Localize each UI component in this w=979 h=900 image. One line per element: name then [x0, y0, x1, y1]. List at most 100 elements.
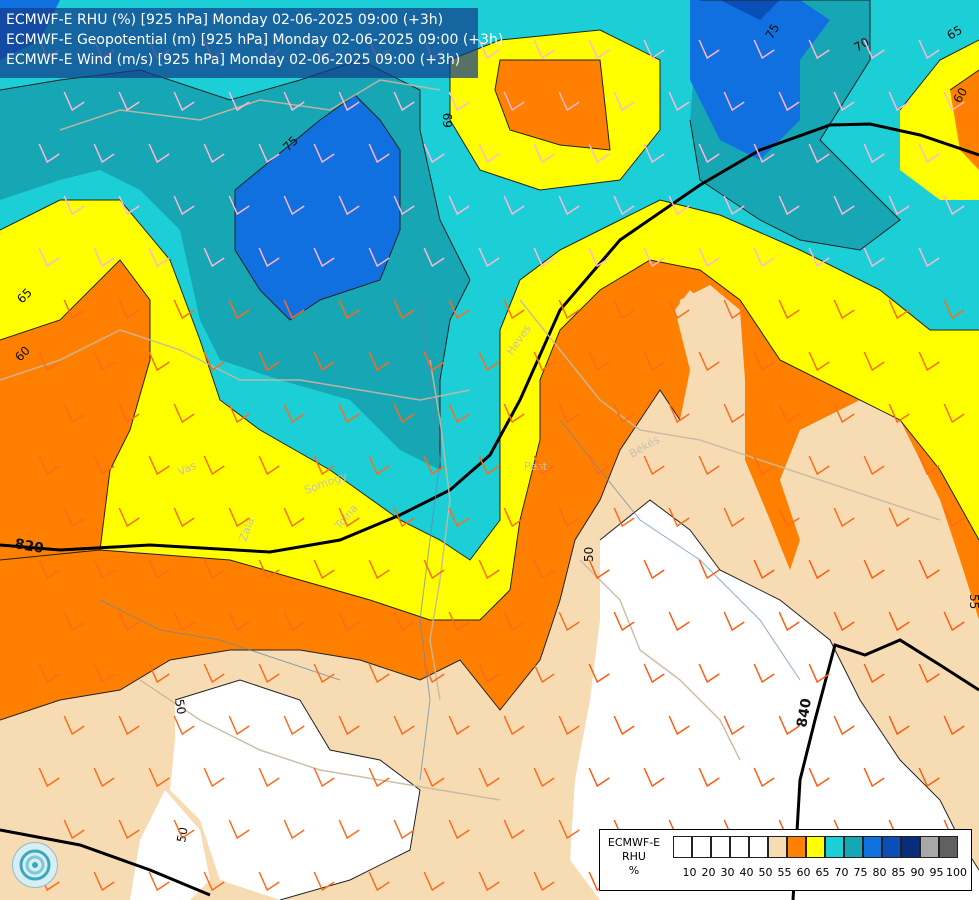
wind-barb-icon: [778, 299, 800, 320]
wind-barb-icon: [478, 39, 500, 60]
wind-barb-icon: [228, 611, 250, 632]
wind-barb-icon: [533, 351, 555, 372]
wind-barb-icon: [668, 715, 690, 736]
wind-barb-icon: [63, 611, 85, 632]
wind-barb-icon: [63, 195, 85, 216]
wind-barb-icon: [588, 559, 610, 580]
svg-text:55: 55: [967, 594, 979, 609]
wind-barb-icon: [448, 611, 470, 632]
wind-barb-icon: [313, 559, 335, 580]
wind-barb-icon: [448, 299, 470, 320]
wind-barb-icon: [258, 247, 280, 268]
wind-barb-icon: [258, 559, 280, 580]
wind-barb-icon: [478, 143, 500, 164]
wind-barb-icon: [863, 559, 885, 580]
wind-barb-icon: [918, 143, 940, 164]
wind-barb-icon: [118, 403, 140, 424]
wind-barb-icon: [723, 91, 745, 112]
wind-barb-icon: [533, 559, 555, 580]
wind-barb-icon: [668, 507, 690, 528]
header-rhu-line: ECMWF-E RHU (%) [925 hPa] Monday 02-06-2…: [6, 12, 444, 28]
wind-barb-icon: [258, 663, 280, 684]
legend-swatch: [920, 836, 939, 858]
wind-barb-icon: [93, 351, 115, 372]
wind-barb-icon: [888, 403, 910, 424]
wind-barb-icon: [368, 767, 390, 788]
wind-barb-icon: [448, 819, 470, 840]
wind-barb-icon: [203, 663, 225, 684]
wind-barb-icon: [533, 39, 555, 60]
wind-barb-icon: [393, 507, 415, 528]
wind-barb-icon: [643, 247, 665, 268]
wind-barb-icon: [943, 715, 965, 736]
wind-barb-icon: [613, 507, 635, 528]
wind-barb-icon: [668, 195, 690, 216]
wind-barb-icon: [533, 663, 555, 684]
wind-barb-icon: [808, 767, 830, 788]
wind-barb-icon: [313, 455, 335, 476]
wind-barb-icon: [753, 455, 775, 476]
wind-barb-icon: [38, 143, 60, 164]
wind-barb-icon: [283, 507, 305, 528]
wind-barb-icon: [283, 715, 305, 736]
wind-barb-icon: [93, 559, 115, 580]
wind-barb-icon: [258, 143, 280, 164]
wind-barb-icon: [943, 403, 965, 424]
legend-tick-label: 10: [682, 866, 697, 879]
wind-barb-icon: [283, 611, 305, 632]
wind-barb-icon: [808, 559, 830, 580]
wind-barb-icon: [173, 611, 195, 632]
wind-barb-icon: [778, 195, 800, 216]
wind-barb-icon: [918, 39, 940, 60]
wind-barb-icon: [808, 663, 830, 684]
wind-barb-icon: [118, 507, 140, 528]
wind-barb-icon: [643, 351, 665, 372]
wind-barb-icon: [503, 403, 525, 424]
wind-barb-icon: [863, 663, 885, 684]
svg-text:60: 60: [950, 85, 970, 105]
wind-barb-icon: [38, 663, 60, 684]
wind-barb-icon: [778, 91, 800, 112]
legend-swatch: [882, 836, 901, 858]
wind-barb-icon: [148, 455, 170, 476]
legend-title: ECMWF-E RHU %: [606, 836, 662, 878]
wind-barb-icon: [918, 559, 940, 580]
legend-swatch: [692, 836, 711, 858]
wind-barb-icon: [808, 39, 830, 60]
wind-barb-icon: [808, 351, 830, 372]
wind-barb-icon: [313, 663, 335, 684]
wind-barb-icon: [588, 247, 610, 268]
wind-barb-icon: [643, 559, 665, 580]
legend-title-variable: RHU: [622, 850, 646, 863]
wind-barb-icon: [698, 143, 720, 164]
wind-barb-icon: [228, 299, 250, 320]
wind-barb-icon: [368, 455, 390, 476]
wind-barb-icon: [423, 767, 445, 788]
wind-barb-icon: [313, 767, 335, 788]
wind-barb-icon: [393, 715, 415, 736]
svg-text:75: 75: [762, 21, 782, 41]
map-header: ECMWF-E RHU (%) [925 hPa] Monday 02-06-2…: [0, 8, 503, 78]
wind-barb-icon: [723, 507, 745, 528]
wind-barb-icon: [613, 611, 635, 632]
wind-barb-icon: [943, 507, 965, 528]
legend-title-unit: %: [628, 864, 640, 877]
wind-barb-icon: [833, 611, 855, 632]
wind-barb-icon: [313, 871, 335, 892]
wind-barb-icon: [423, 455, 445, 476]
wind-barb-icon: [203, 767, 225, 788]
wind-barb-icon: [503, 819, 525, 840]
wind-barb-icon: [338, 91, 360, 112]
wind-barb-icon: [283, 819, 305, 840]
legend-swatch: [825, 836, 844, 858]
wind-barb-icon: [478, 663, 500, 684]
wind-barb-icon: [148, 767, 170, 788]
wind-barb-icon: [698, 247, 720, 268]
wind-barb-icon: [668, 611, 690, 632]
wind-barb-icon: [93, 767, 115, 788]
wind-barb-icon: [283, 91, 305, 112]
legend-tick-label: 65: [815, 866, 830, 879]
legend-swatch: [787, 836, 806, 858]
wind-barb-icon: [258, 767, 280, 788]
wind-barb-icon: [393, 403, 415, 424]
